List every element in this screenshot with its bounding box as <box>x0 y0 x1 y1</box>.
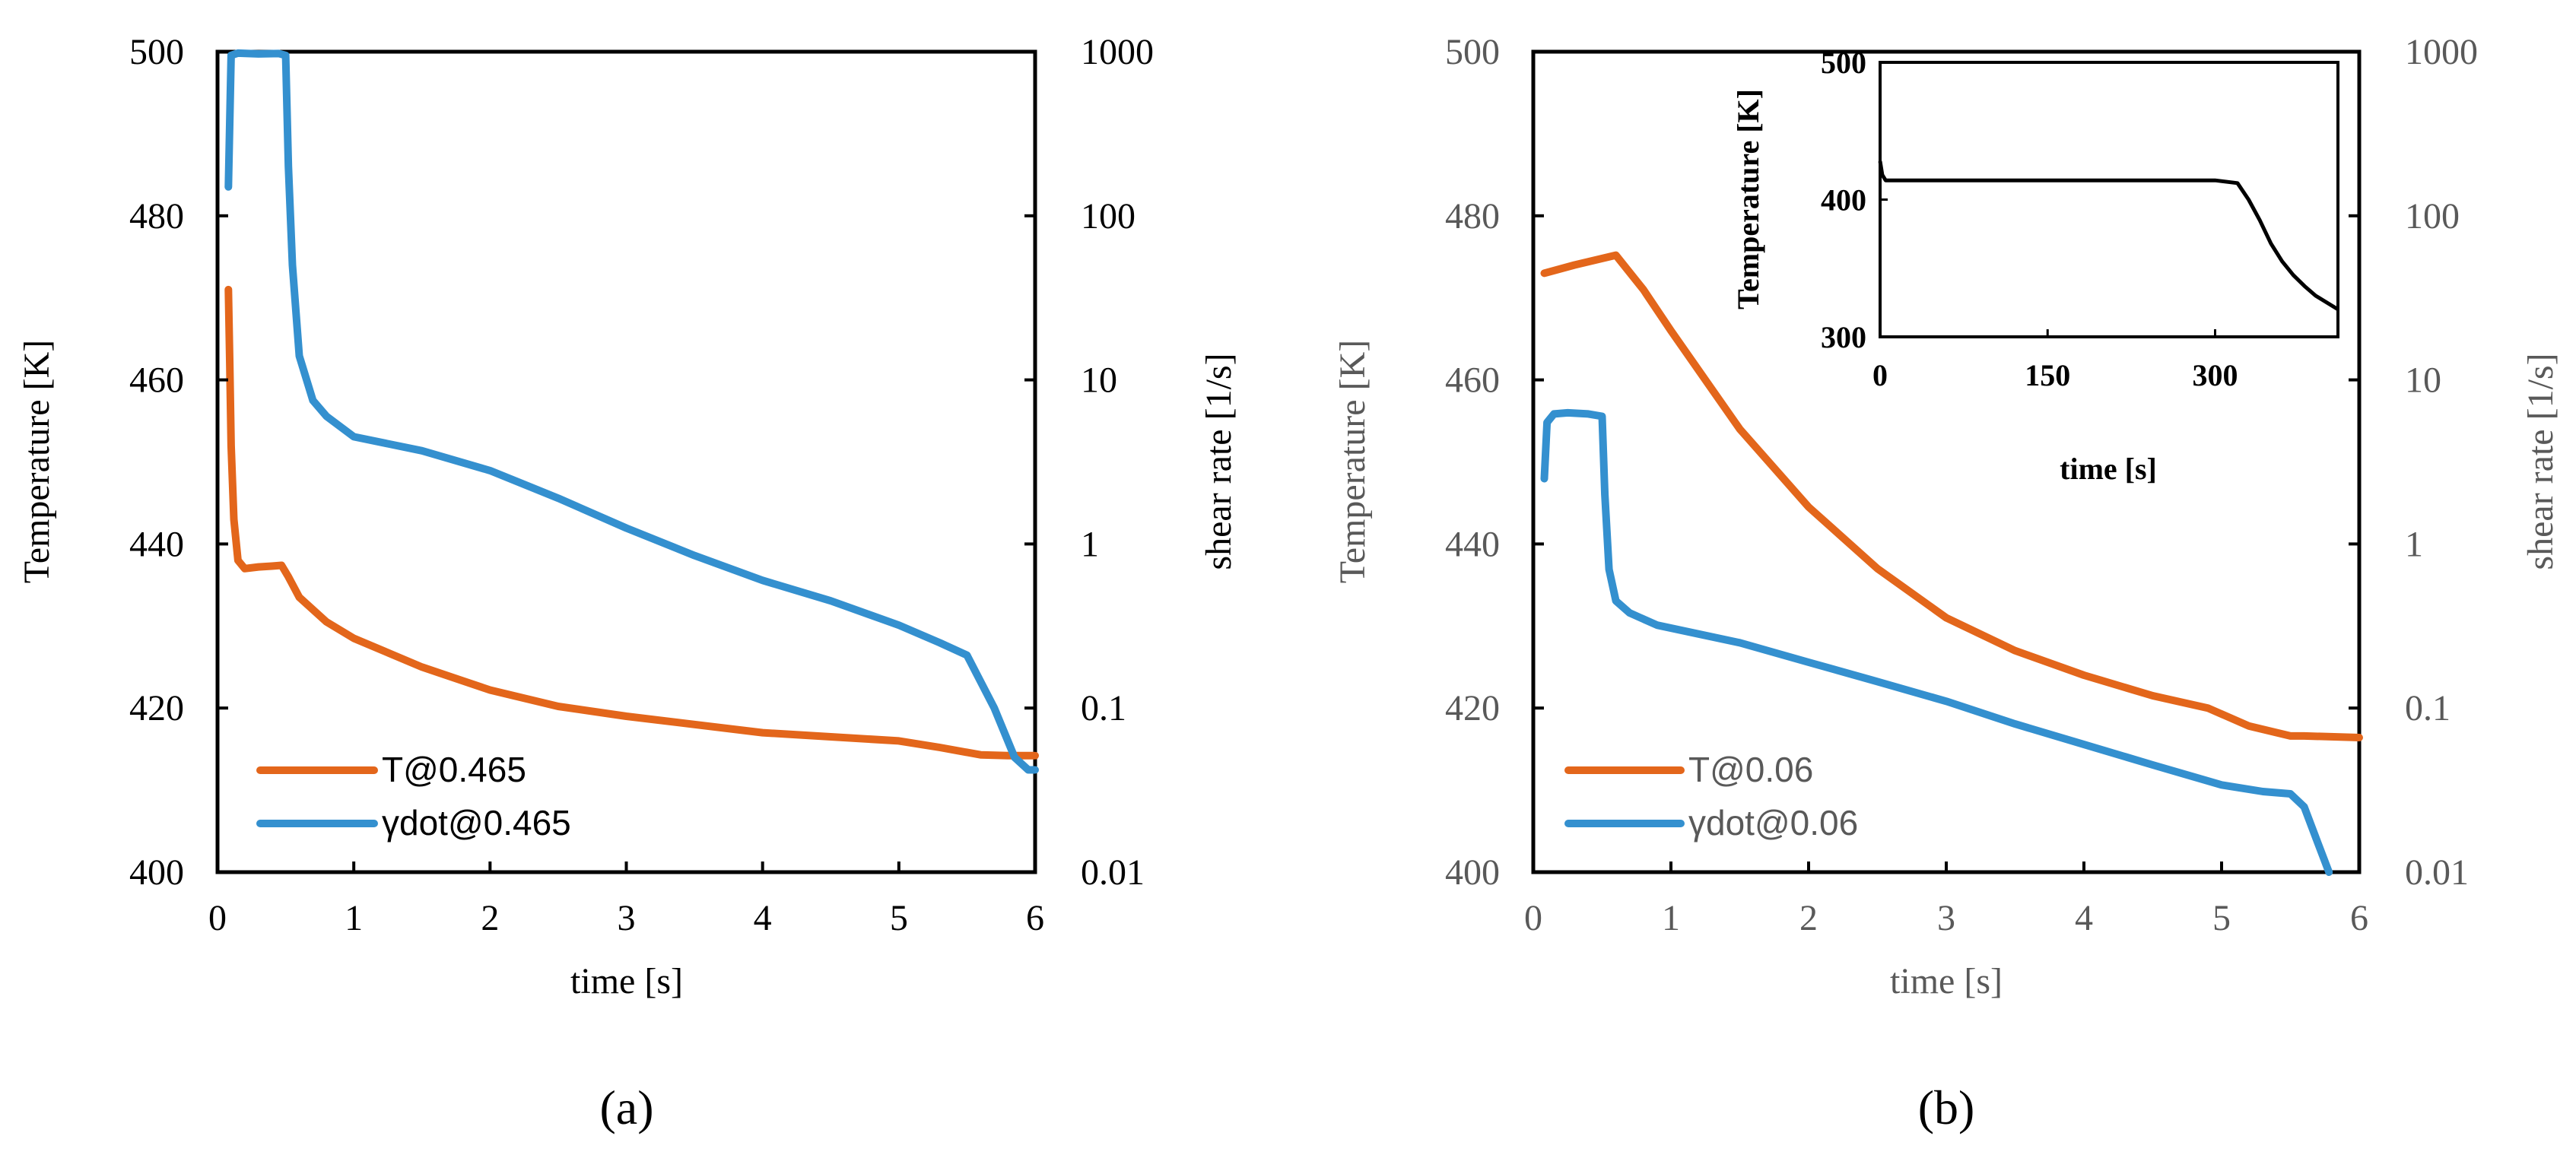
legend-b: T@0.06 γdot@0.06 <box>1564 750 1858 842</box>
x-tick-label: 2 <box>1799 898 1818 938</box>
inset-y-tick-label: 400 <box>1821 183 1866 217</box>
x-tick-label: 6 <box>2350 898 2368 938</box>
inset-x-tick-label: 300 <box>2192 358 2238 392</box>
y2-axis-label-b: shear rate [1/s] <box>2520 353 2561 570</box>
inset-x-tick-label: 0 <box>1872 358 1888 392</box>
legend-label-shear-a: γdot@0.465 <box>382 803 571 842</box>
y-tick-label: 400 <box>1445 852 1500 893</box>
series-line-temperature <box>224 285 1039 760</box>
y-tick-label: 500 <box>1445 32 1500 72</box>
y-tick-label: 480 <box>129 196 184 236</box>
y2-tick-label: 10 <box>1081 360 1117 401</box>
y-tick-label: 460 <box>1445 360 1500 401</box>
y2-tick-label: 1000 <box>2405 32 2478 72</box>
x-tick-label: 4 <box>754 898 772 938</box>
x-tick-label: 5 <box>2212 898 2231 938</box>
series-line-shear-rate <box>1540 408 2333 876</box>
y2-tick-label: 10 <box>2405 360 2441 401</box>
y2-tick-label: 1 <box>2405 524 2423 564</box>
legend-label-temperature-b: T@0.06 <box>1688 750 1813 789</box>
x-tick-label: 6 <box>1026 898 1044 938</box>
y-tick-label: 460 <box>129 360 184 401</box>
y2-tick-label: 100 <box>2405 196 2460 236</box>
y-tick-label: 420 <box>1445 688 1500 728</box>
axes-group-a: 0 1 2 3 4 5 6 400 420 440 460 480 500 0.01 0.1 1 10 100 10… <box>129 32 1154 938</box>
y-tick-label: 440 <box>129 524 184 564</box>
inset-x-tick-label: 150 <box>2025 358 2070 392</box>
y-tick-label: 400 <box>129 852 184 893</box>
axes-group-b: 0 1 2 3 4 5 6 400 420 440 460 480 500 0.01 0.1 1 10 100 10… <box>1445 32 2478 938</box>
inset-x-axis-label: time [s] <box>2060 452 2157 486</box>
inset-series-group <box>1878 160 2339 312</box>
y2-tick-label: 0.1 <box>1081 688 1126 728</box>
panel-label-b: (b) <box>1918 1080 1975 1134</box>
legend-a: T@0.465 γdot@0.465 <box>256 750 571 842</box>
y-tick-label: 440 <box>1445 524 1500 564</box>
chart-panel-a: 0 1 2 3 4 5 6 400 420 440 460 480 500 0.01 0.1 1 10 100 10… <box>17 32 1239 1134</box>
inset-y-tick-label: 300 <box>1821 320 1866 354</box>
y-tick-label: 420 <box>129 688 184 728</box>
y2-tick-label: 0.1 <box>2405 688 2451 728</box>
x-tick-label: 1 <box>1662 898 1680 938</box>
x-tick-label: 4 <box>2075 898 2093 938</box>
y2-tick-label: 100 <box>1081 196 1136 236</box>
inset-frame <box>1879 61 2339 338</box>
x-tick-label: 1 <box>345 898 363 938</box>
x-tick-label: 5 <box>890 898 908 938</box>
x-tick-label: 2 <box>481 898 499 938</box>
y-tick-label: 480 <box>1445 196 1500 236</box>
legend-label-shear-b: γdot@0.06 <box>1688 803 1858 842</box>
inset-series-line <box>1878 160 2339 312</box>
inset-y-tick-label: 500 <box>1821 46 1866 80</box>
x-tick-label: 0 <box>1524 898 1542 938</box>
plot-frame-a <box>215 49 1037 874</box>
series-group-b <box>1540 251 2363 876</box>
y-tick-label: 500 <box>129 32 184 72</box>
series-line-shear-rate <box>224 49 1039 774</box>
x-tick-label: 3 <box>618 898 636 938</box>
y2-tick-label: 0.01 <box>1081 852 1145 893</box>
x-tick-label: 3 <box>1937 898 1955 938</box>
panel-label-a: (a) <box>599 1080 653 1134</box>
inset-y-axis-label: Temperature [K] <box>1731 89 1765 309</box>
y2-tick-label: 1000 <box>1081 32 1154 72</box>
y2-tick-label: 1 <box>1081 524 1099 564</box>
inset-axes-group: 0 150 300 300 400 500 <box>1821 46 2238 392</box>
series-group-a <box>224 49 1039 774</box>
series-line-temperature <box>1540 251 2363 741</box>
chart-panel-b: 0 1 2 3 4 5 6 400 420 440 460 480 500 0.01 0.1 1 10 100 10… <box>1332 32 2561 1134</box>
x-axis-label-b: time [s] <box>1890 961 2003 1001</box>
inset-chart-b: 0 150 300 300 400 500 time [s] Temperature [K… <box>1731 46 2339 486</box>
x-tick-label: 0 <box>208 898 227 938</box>
x-axis-label-a: time [s] <box>570 961 683 1001</box>
legend-label-temperature-a: T@0.465 <box>382 750 526 789</box>
y2-tick-label: 0.01 <box>2405 852 2469 893</box>
y2-axis-label-a: shear rate [1/s] <box>1199 353 1239 570</box>
y-axis-label-b: Temperature [K] <box>1332 340 1373 583</box>
y-axis-label-a: Temperature [K] <box>17 340 57 583</box>
